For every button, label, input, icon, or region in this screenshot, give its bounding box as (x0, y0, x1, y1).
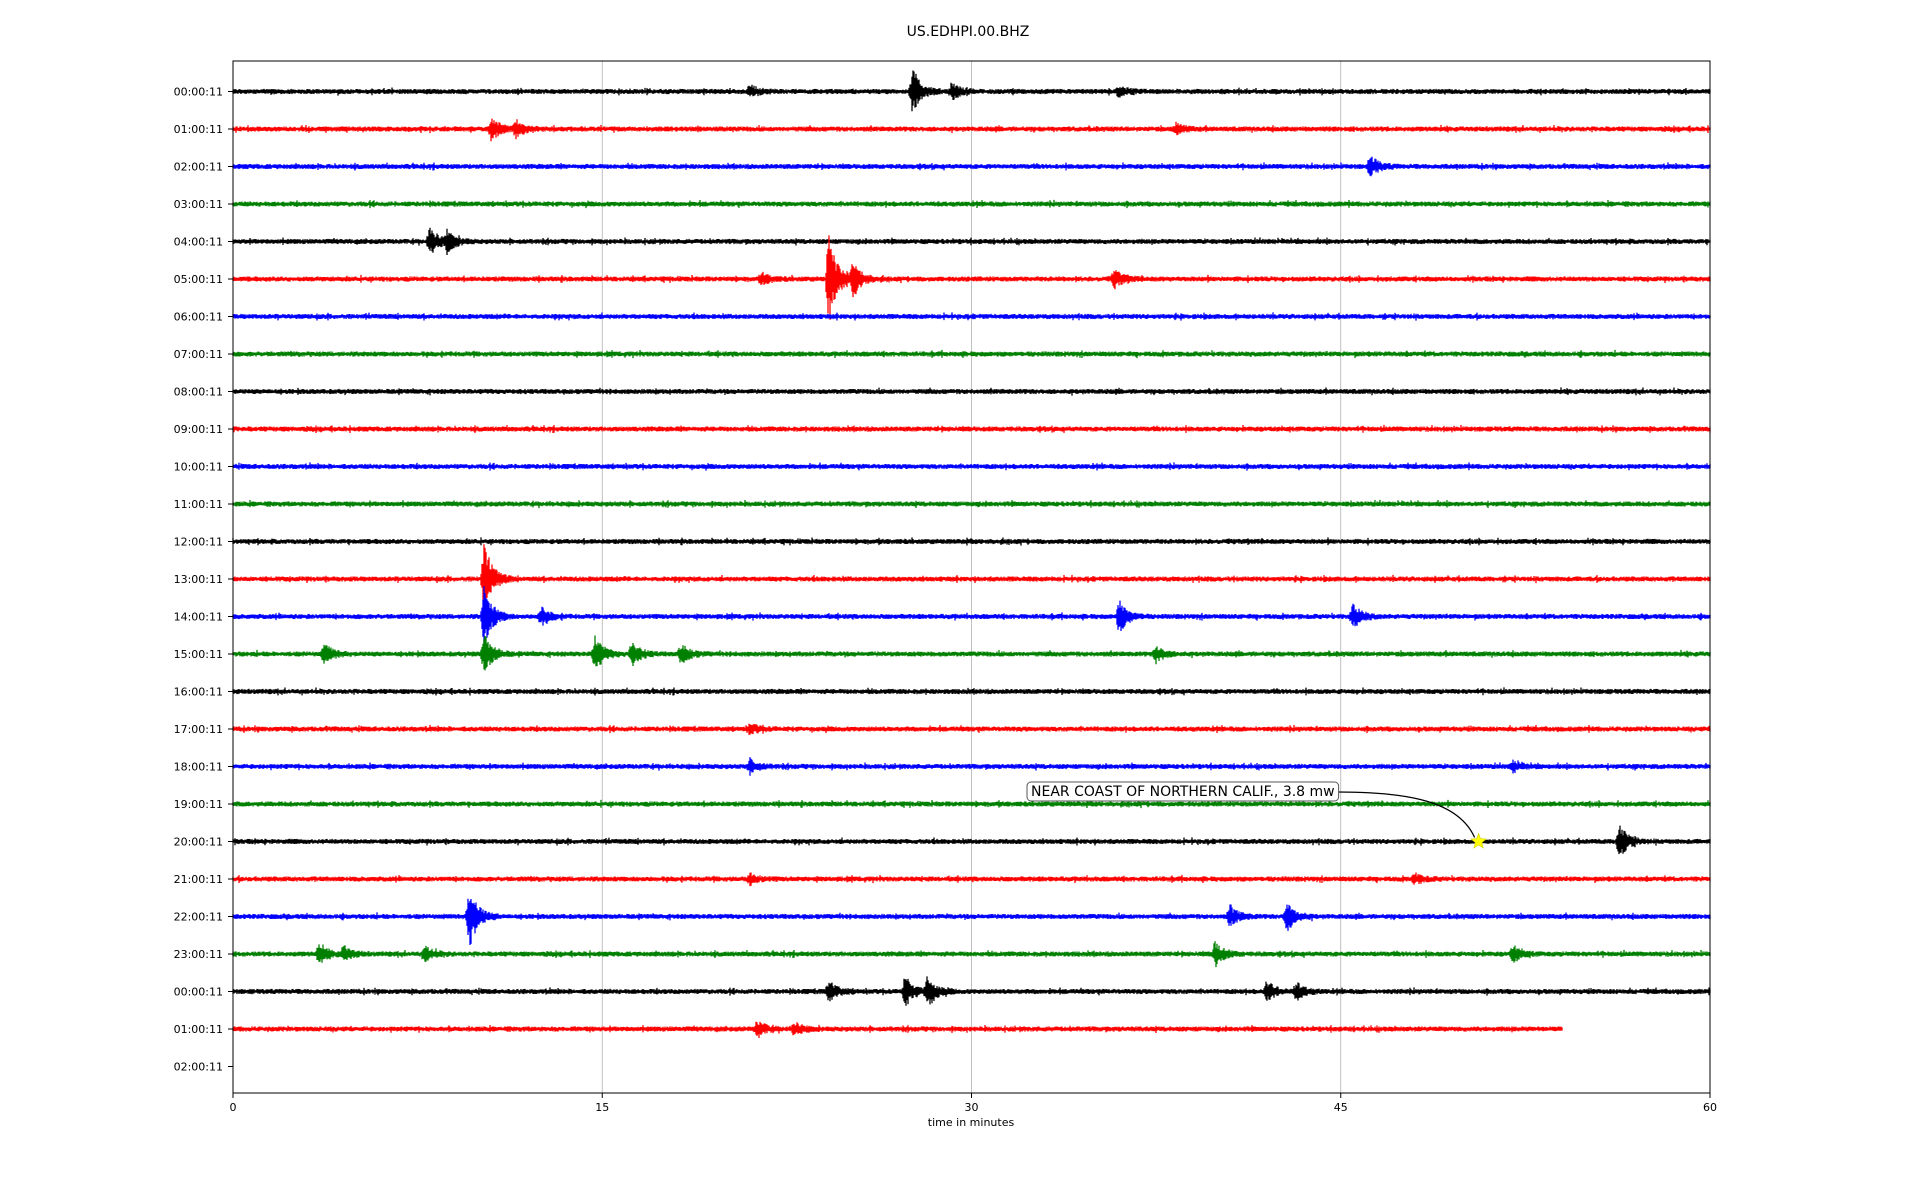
row-time-label: 07:00:11 (174, 348, 223, 361)
x-tick-label: 0 (230, 1101, 237, 1114)
row-time-label: 02:00:11 (174, 1061, 223, 1074)
row-time-label: 03:00:11 (174, 198, 223, 211)
x-axis-label: time in minutes (928, 1116, 1015, 1129)
y-tick-labels: 00:00:11 01:00:11 02:00:11 03:00:11 04:00:11… (174, 86, 233, 1074)
row-time-label: 21:00:11 (174, 873, 223, 886)
row-time-label: 14:00:11 (174, 611, 223, 624)
x-tick-labels: 0 15 30 45 60 (230, 1093, 1717, 1114)
chart-title: US.EDHPI.00.BHZ (907, 24, 1030, 40)
event-annotation: NEAR COAST OF NORTHERN CALIF., 3.8 mw (1026, 781, 1487, 849)
row-time-label: 01:00:11 (174, 123, 223, 136)
row-time-label: 12:00:11 (174, 536, 223, 549)
row-time-label: 10:00:11 (174, 461, 223, 474)
x-tick-label: 30 (965, 1101, 979, 1114)
row-time-label: 18:00:11 (174, 761, 223, 774)
row-time-label: 05:00:11 (174, 273, 223, 286)
row-time-label: 04:00:11 (174, 236, 223, 249)
annotation-text: NEAR COAST OF NORTHERN CALIF., 3.8 mw (1031, 784, 1335, 800)
row-time-label: 19:00:11 (174, 798, 223, 811)
row-time-label: 00:00:11 (174, 86, 223, 99)
seismic-trace (232, 1021, 1563, 1038)
row-time-label: 06:00:11 (174, 311, 223, 324)
row-time-label: 23:00:11 (174, 948, 223, 961)
row-time-label: 11:00:11 (174, 498, 223, 511)
vertical-grid (601, 61, 1342, 1093)
row-time-label: 00:00:11 (174, 986, 223, 999)
row-time-label: 20:00:11 (174, 836, 223, 849)
row-time-label: 01:00:11 (174, 1023, 223, 1036)
event-star-icon (1470, 832, 1487, 849)
row-time-label: 17:00:11 (174, 723, 223, 736)
row-time-label: 13:00:11 (174, 573, 223, 586)
row-time-label: 08:00:11 (174, 386, 223, 399)
row-time-label: 15:00:11 (174, 648, 223, 661)
annotation-box (1026, 781, 1340, 802)
row-time-label: 16:00:11 (174, 686, 223, 699)
x-tick-label: 15 (595, 1101, 609, 1114)
row-time-label: 02:00:11 (174, 161, 223, 174)
row-time-label: 22:00:11 (174, 911, 223, 924)
row-time-label: 09:00:11 (174, 423, 223, 436)
x-tick-label: 45 (1334, 1101, 1348, 1114)
annotation-arrow (1338, 791, 1476, 838)
x-tick-label: 60 (1703, 1101, 1717, 1114)
